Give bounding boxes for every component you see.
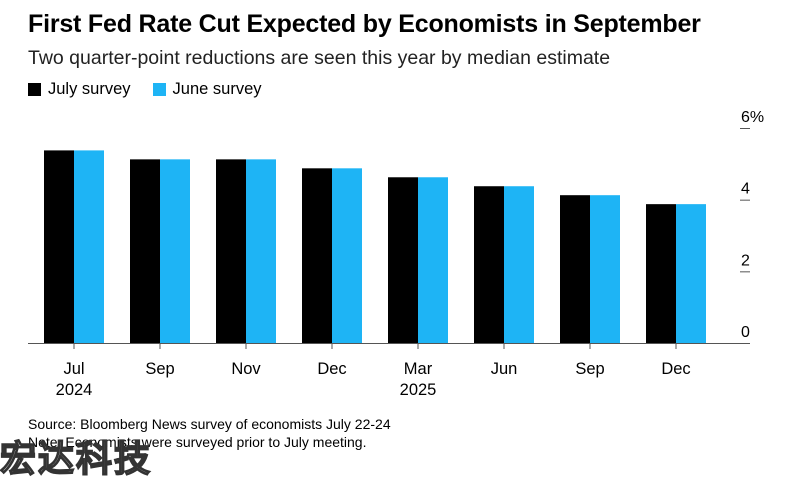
x-tick-label-2: Nov [231, 360, 261, 378]
watermark-logo: 宏达科技 [0, 438, 153, 481]
chart-subtitle: Two quarter-point reductions are seen th… [28, 47, 611, 69]
bar-july-7 [646, 204, 676, 343]
x-year-label-0: 2024 [56, 381, 93, 399]
legend-swatch-july [28, 83, 41, 96]
legend-item-july: July survey [28, 80, 131, 99]
bar-june-1 [160, 159, 190, 343]
bar-june-6 [590, 195, 620, 343]
footer: Source: Bloomberg News survey of economi… [28, 415, 391, 451]
legend-swatch-june [152, 83, 166, 96]
x-tick-label-6: Sep [575, 360, 604, 378]
bar-july-5 [474, 186, 504, 343]
legend: July survey June survey [28, 80, 284, 99]
y-tick-label-2: 4 [741, 181, 750, 198]
bar-june-3 [332, 168, 362, 343]
chart-title: First Fed Rate Cut Expected by Economist… [28, 10, 701, 38]
x-tick-label-5: Jun [491, 360, 518, 378]
x-tick-label-7: Dec [661, 360, 690, 378]
bar-june-5 [504, 186, 534, 343]
bar-july-4 [388, 177, 418, 343]
bar-july-3 [302, 168, 332, 343]
legend-label-june: June survey [172, 80, 262, 98]
y-tick-label-0: 0 [741, 324, 750, 341]
x-tick-label-1: Sep [145, 360, 174, 378]
bar-july-6 [560, 195, 590, 343]
source-note: Source: Bloomberg News survey of economi… [28, 416, 391, 432]
legend-label-july: July survey [48, 80, 131, 98]
bar-july-1 [130, 159, 160, 343]
bar-june-0 [74, 150, 104, 343]
y-tick-label-1: 2 [741, 252, 750, 269]
x-tick-label-3: Dec [317, 360, 346, 378]
x-tick-label-4: Mar [404, 360, 433, 378]
x-tick-label-0: Jul [63, 360, 84, 378]
legend-item-june: June survey [152, 80, 262, 99]
x-year-label-4: 2025 [400, 381, 437, 399]
y-tick-label-3: 6% [741, 109, 764, 126]
bar-july-2 [216, 159, 246, 343]
bar-july-0 [44, 150, 74, 343]
bar-june-7 [676, 204, 706, 343]
bar-june-2 [246, 159, 276, 343]
bar-june-4 [418, 177, 448, 343]
survey-note: Note: Economists were surveyed prior to … [28, 434, 367, 450]
